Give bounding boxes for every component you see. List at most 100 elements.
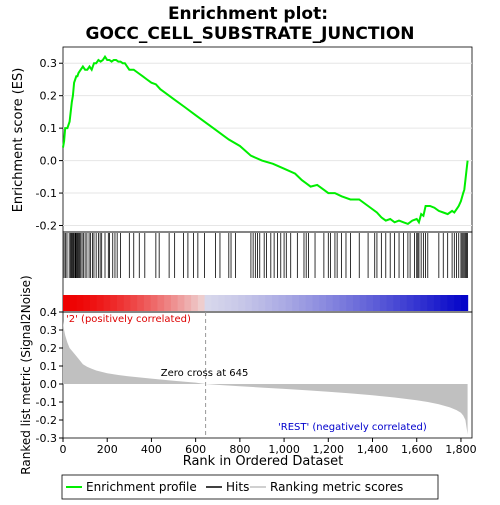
heat-strip-cell — [427, 295, 435, 311]
heat-strip-cell — [319, 295, 327, 311]
metric-x-tick-label: 1,600 — [401, 443, 433, 456]
es-panel: -0.2 -0.1 0.0 0.1 0.2 0.3 Enrichment score (E… — [11, 46, 473, 233]
metric-x-tick-label: 200 — [97, 443, 118, 456]
positive-correlation-annotation: '2' (positively correlated) — [66, 314, 191, 325]
es-y-tick-label: 0.1 — [40, 122, 58, 135]
es-y-axis-label: Enrichment score (ES) — [11, 68, 26, 213]
heat-strip-cell — [312, 295, 320, 311]
heat-strip-cell — [110, 295, 118, 311]
heat-strip-cell — [272, 295, 280, 311]
heat-strip-cell — [204, 295, 212, 311]
heat-strip-cell — [211, 295, 219, 311]
heat-strip-cell — [143, 295, 152, 311]
heat-strip-cell — [164, 295, 172, 311]
heat-strip-cell — [83, 295, 91, 311]
heat-strip-cell — [433, 295, 442, 311]
legend-label-ranking-metric: Ranking metric scores — [270, 480, 403, 494]
heat-strip-cell — [305, 295, 314, 311]
hits-panel — [62, 231, 473, 313]
metric-y-tick-label: 0.2 — [40, 342, 58, 355]
legend-label-enrichment-profile: Enrichment profile — [86, 480, 197, 494]
heat-strip-cell — [440, 295, 448, 311]
metric-x-tick-label: 800 — [229, 443, 250, 456]
ranking-heat-strip — [63, 295, 469, 311]
metric-x-tick-label: 1,200 — [313, 443, 345, 456]
heat-strip-cell — [413, 295, 421, 311]
heat-strip-cell — [218, 295, 226, 311]
metric-x-tick-label: 600 — [185, 443, 206, 456]
heat-strip-cell — [191, 295, 199, 311]
es-y-tick-label: -0.2 — [36, 220, 57, 233]
negative-correlation-annotation: 'REST' (negatively correlated) — [278, 422, 427, 433]
heat-strip-cell — [447, 295, 455, 311]
es-y-tick-label: -0.1 — [36, 187, 57, 200]
metric-panel: Zero cross at 645 '2' (positively correl… — [19, 275, 477, 474]
chart-title-line2: GOCC_CELL_SUBSTRATE_JUNCTION — [85, 24, 414, 44]
heat-strip-cell — [359, 295, 368, 311]
enrichment-profile-line — [62, 54, 469, 226]
heat-strip-cell — [420, 295, 428, 311]
heat-strip-cell — [278, 295, 287, 311]
es-plot-frame — [62, 46, 473, 233]
heat-strip-cell — [386, 295, 395, 311]
metric-x-tick-label: 1,000 — [268, 443, 300, 456]
es-y-tick-label: 0.2 — [40, 90, 58, 103]
heat-strip-cell — [352, 295, 361, 311]
es-gridlines — [63, 62, 472, 227]
heat-strip-cell — [76, 295, 84, 311]
heat-strip-cell — [69, 295, 78, 311]
heat-strip-cell — [325, 295, 334, 311]
heat-strip-cell — [170, 295, 179, 311]
heat-strip-cell — [197, 295, 206, 311]
metric-y-axis-label: Ranked list metric (Signal2Noise) — [19, 275, 33, 474]
heat-strip-cell — [366, 295, 374, 311]
heat-strip-cell — [123, 295, 132, 311]
heat-strip-cell — [137, 295, 145, 311]
heat-strip-cell — [339, 295, 347, 311]
legend-label-hits: Hits — [226, 480, 249, 494]
heat-strip-cell — [373, 295, 381, 311]
heat-strip-cell — [89, 295, 98, 311]
heat-strip-cell — [454, 295, 462, 311]
heat-strip-cell — [224, 295, 233, 311]
heat-strip-cell — [150, 295, 158, 311]
heat-strip-cell — [238, 295, 246, 311]
heat-strip-cell — [400, 295, 408, 311]
metric-x-axis-ticks: 0 200 400 600 800 1,000 1,200 1,400 1,600 1,800 — [60, 438, 477, 456]
chart-title-line1: Enrichment plot: — [168, 4, 328, 24]
metric-x-tick-label: 1,400 — [357, 443, 389, 456]
heat-strip-cell — [130, 295, 138, 311]
heat-strip-cell — [299, 295, 307, 311]
zero-cross-annotation: Zero cross at 645 — [161, 368, 249, 379]
metric-y-tick-label: 0.1 — [40, 360, 58, 373]
heat-strip-cell — [265, 295, 273, 311]
heat-strip-cell — [346, 295, 354, 311]
heat-strip-cell — [245, 295, 253, 311]
metric-plot-frame — [62, 311, 473, 439]
ranking-metric-area — [63, 321, 468, 435]
heat-strip-cell — [332, 295, 341, 311]
metric-x-tick-label: 1,800 — [445, 443, 477, 456]
metric-y-tick-label: -0.2 — [36, 414, 57, 427]
hit-marks — [63, 233, 468, 278]
metric-y-tick-label: 0.4 — [40, 306, 58, 319]
heat-strip-cell — [258, 295, 266, 311]
es-y-axis-ticks: -0.2 -0.1 0.0 0.1 0.2 0.3 — [36, 57, 63, 233]
heat-strip-cell — [177, 295, 185, 311]
heat-strip-cell — [285, 295, 293, 311]
heat-strip-cell — [157, 295, 165, 311]
metric-y-tick-label: -0.1 — [36, 396, 57, 409]
heat-strip-cell — [251, 295, 260, 311]
es-y-tick-label: 0.0 — [40, 155, 58, 168]
metric-y-axis-ticks: -0.3 -0.2 -0.1 0.0 0.1 0.2 0.3 0.4 — [36, 306, 63, 445]
heat-strip-cell — [406, 295, 415, 311]
metric-y-tick-label: 0.3 — [40, 324, 58, 337]
heat-strip-cell — [116, 295, 125, 311]
metric-x-tick-label: 400 — [141, 443, 162, 456]
heat-strip-cell — [184, 295, 192, 311]
x-axis-label: Rank in Ordered Dataset — [183, 454, 344, 469]
heat-strip-cell — [63, 295, 71, 311]
es-y-tick-label: 0.3 — [40, 57, 58, 70]
heat-strip-cell — [460, 295, 469, 311]
